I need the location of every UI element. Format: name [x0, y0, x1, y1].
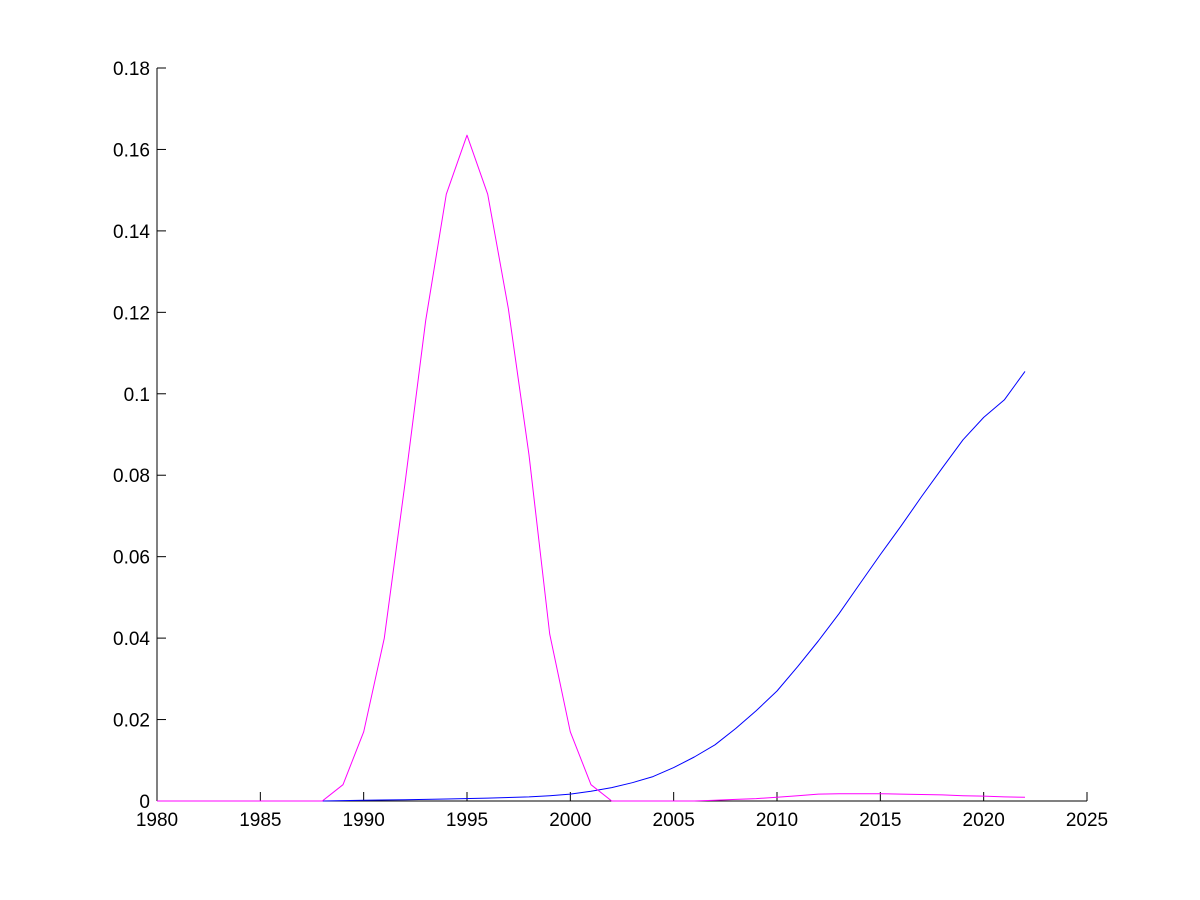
y-tick-label: 0.08: [113, 466, 150, 487]
x-tick-label: 2020: [963, 810, 1005, 831]
series-layer: [157, 134, 1026, 802]
y-tick-label: 0.12: [113, 303, 150, 324]
series-line-2: [157, 134, 1026, 802]
x-tick-label: 2000: [549, 810, 591, 831]
y-tick-label: 0.18: [113, 59, 150, 80]
series-line-1: [157, 371, 1026, 802]
x-axis-ticks: 1980 1985 1990 1995 2000 2005 2010 2015 2020 2025: [136, 792, 1108, 831]
y-tick-label: 0.16: [113, 140, 150, 161]
x-tick-label: 2010: [756, 810, 798, 831]
x-tick-label: 2015: [859, 810, 901, 831]
x-tick-label: 1985: [239, 810, 281, 831]
y-tick-label: 0.06: [113, 548, 150, 569]
x-tick-label: 2005: [653, 810, 695, 831]
x-tick-label: 2025: [1066, 810, 1108, 831]
y-tick-label: 0.02: [113, 711, 150, 732]
plot-area: [156, 68, 1087, 802]
y-tick-label: 0: [139, 792, 150, 813]
y-axis-ticks: 0 0.02 0.04 0.06 0.08 0.1 0.12 0.14 0.16 0.18: [113, 59, 166, 813]
x-tick-label: 1980: [136, 810, 178, 831]
y-tick-label: 0.04: [113, 629, 150, 650]
x-tick-label: 1995: [446, 810, 488, 831]
y-tick-label: 0.14: [113, 222, 150, 243]
y-tick-label: 0.1: [124, 385, 150, 406]
x-tick-label: 1990: [343, 810, 385, 831]
